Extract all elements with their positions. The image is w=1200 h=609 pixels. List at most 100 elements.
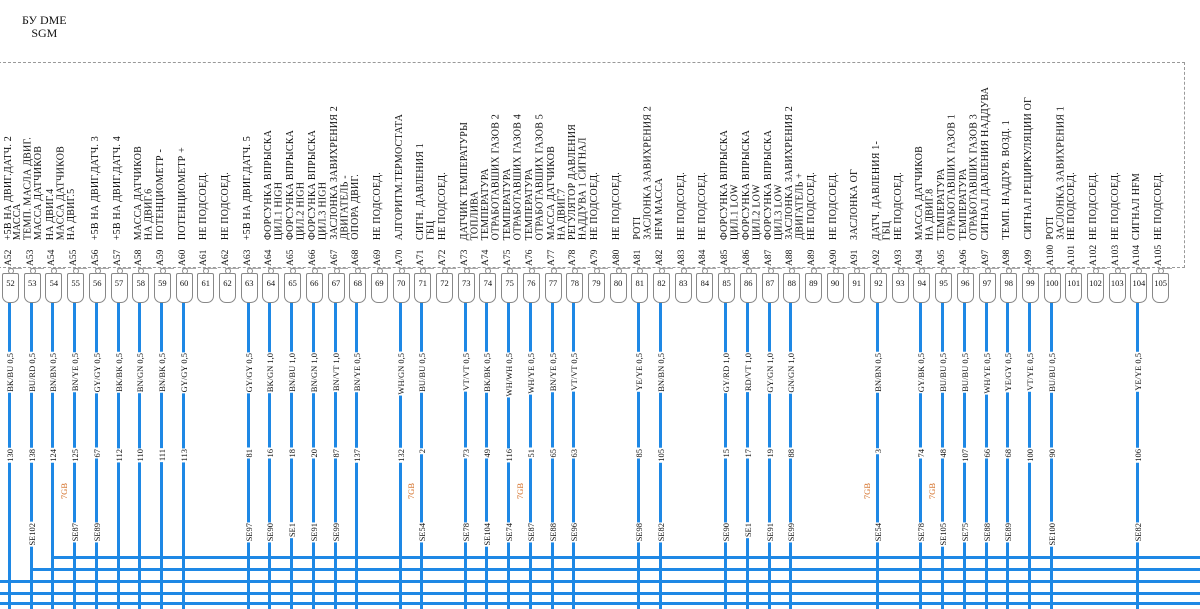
pin-ring-icon bbox=[442, 268, 448, 274]
connector-pin[interactable]: 90 bbox=[826, 268, 844, 303]
connector-pin[interactable]: 63 bbox=[240, 268, 258, 303]
connector-pin[interactable]: 91 bbox=[848, 268, 866, 303]
connector-pin[interactable]: 94 bbox=[913, 268, 931, 303]
pin-id-label: A54 bbox=[47, 249, 58, 266]
connector-pin[interactable]: 52 bbox=[2, 268, 19, 303]
connector-pin[interactable]: 73 bbox=[457, 268, 475, 303]
connector-pin[interactable]: 88 bbox=[783, 268, 801, 303]
connector-pin[interactable]: 96 bbox=[956, 268, 974, 303]
pin-hook-line bbox=[8, 268, 22, 269]
connector-pin[interactable]: 104 bbox=[1130, 268, 1148, 303]
connector-pin[interactable]: 69 bbox=[370, 268, 388, 303]
pin-id-label: A75 bbox=[503, 249, 514, 266]
connector-pin[interactable]: 84 bbox=[696, 268, 714, 303]
connector-pin[interactable]: 95 bbox=[935, 268, 953, 303]
connector-pin[interactable]: 68 bbox=[349, 268, 367, 303]
pin-hook-line bbox=[159, 268, 174, 269]
pin-function-label: МАССА ТЕМП. МАСЛА ДВИГ. МАССА ДАТЧИКОВ bbox=[11, 136, 44, 240]
splice-label: SE82 bbox=[656, 522, 666, 543]
connector-pin[interactable]: 66 bbox=[305, 268, 323, 303]
connector-pin[interactable]: 65 bbox=[284, 268, 302, 303]
connector-pin[interactable]: 97 bbox=[978, 268, 996, 303]
pin-hook-line bbox=[1114, 268, 1129, 269]
connector-pin[interactable]: 92 bbox=[870, 268, 887, 303]
wire-number-label: 68 bbox=[1003, 448, 1014, 459]
connector-pin[interactable]: 53 bbox=[23, 268, 41, 303]
pin-id-label: A99 bbox=[1023, 249, 1034, 266]
pin-number: 69 bbox=[375, 278, 384, 288]
connector-pin[interactable]: 102 bbox=[1087, 268, 1104, 303]
connector-pin[interactable]: 58 bbox=[132, 268, 150, 303]
pin-number: 87 bbox=[765, 278, 775, 288]
splice-label: SE1 bbox=[287, 522, 298, 539]
pin-function-label: НЕ ПОДСОЕД. bbox=[610, 171, 622, 240]
pin-ring-icon bbox=[485, 268, 492, 274]
splice-label: SE89 bbox=[91, 522, 102, 543]
connector-pin[interactable]: 64 bbox=[262, 268, 280, 303]
wire-color-label: GY/GY 0,5 bbox=[243, 352, 254, 394]
connector-pin[interactable]: 100 bbox=[1043, 268, 1061, 303]
connector-pin[interactable]: 89 bbox=[804, 268, 822, 303]
pin-ring-icon bbox=[637, 268, 644, 274]
pin-function-label: ЗАСЛОНКА ЗАВИХРЕНИЯ 2 ДВИГАТЕЛЬ + bbox=[784, 106, 806, 240]
connector-pin[interactable]: 76 bbox=[522, 268, 540, 303]
connector-pin[interactable]: 71 bbox=[414, 268, 432, 303]
connector-pin[interactable]: 86 bbox=[739, 268, 757, 303]
connector-pin[interactable]: 105 bbox=[1152, 268, 1170, 303]
wire-number-label: 63 bbox=[569, 448, 580, 459]
connector-pin[interactable]: 54 bbox=[45, 268, 63, 303]
pin-ring-icon bbox=[832, 268, 839, 274]
wire-color-label: VT/VT 0,5 bbox=[569, 352, 580, 392]
connector-pin[interactable]: 81 bbox=[631, 268, 649, 303]
connector-pin[interactable]: 60 bbox=[175, 268, 193, 303]
connector-pin[interactable]: 101 bbox=[1065, 268, 1083, 303]
connector-pin[interactable]: 83 bbox=[674, 268, 692, 303]
pin-function-label: ФОРСУНКА ВПРЫСКА ЦИЛ.2 HIGH bbox=[285, 129, 307, 240]
pin-function-label: ТЕМП. НАДДУВ. ВОЗД. 1 bbox=[1001, 120, 1013, 240]
pin-function-label: НЕ ПОДСОЕД. bbox=[892, 171, 904, 240]
pin-id-label: A89 bbox=[806, 249, 817, 266]
connector-pin[interactable]: 79 bbox=[587, 268, 605, 303]
connector-pin[interactable]: 74 bbox=[479, 268, 497, 303]
pin-hook-line bbox=[876, 268, 890, 269]
pin-ring-icon bbox=[268, 268, 275, 274]
connector-pin[interactable]: 78 bbox=[566, 268, 584, 303]
connector-pin[interactable]: 87 bbox=[761, 268, 779, 303]
connector-pin[interactable]: 82 bbox=[653, 268, 670, 303]
pin-hook-line bbox=[680, 268, 695, 269]
connector-pin[interactable]: 55 bbox=[67, 268, 85, 303]
pin-hook-line bbox=[810, 268, 825, 269]
wire-number-label: 137 bbox=[352, 448, 363, 463]
splice-label: SE104 bbox=[482, 522, 493, 547]
connector-pin[interactable]: 56 bbox=[88, 268, 106, 303]
connector-pin[interactable]: 75 bbox=[501, 268, 519, 303]
pin-hook-line bbox=[984, 268, 999, 269]
connector-pin[interactable]: 103 bbox=[1108, 268, 1126, 303]
pin-hook-line bbox=[593, 268, 608, 269]
connector-pin[interactable]: 99 bbox=[1021, 268, 1039, 303]
connector-pin[interactable]: 72 bbox=[436, 268, 453, 303]
connector-pin[interactable]: 62 bbox=[219, 268, 236, 303]
pin-ring-icon bbox=[659, 268, 665, 274]
pin-ring-icon bbox=[919, 268, 926, 274]
connector-pin[interactable]: 98 bbox=[1000, 268, 1018, 303]
connector-pin[interactable]: 93 bbox=[891, 268, 909, 303]
pin-hook-line bbox=[225, 268, 239, 269]
connector-pin[interactable]: 80 bbox=[609, 268, 627, 303]
wire-number-label: 3 bbox=[873, 448, 883, 455]
connector-pin[interactable]: 67 bbox=[327, 268, 345, 303]
pin-function-label: НЕ ПОДСОЕД. bbox=[1088, 171, 1099, 240]
pin-hook-line bbox=[73, 268, 88, 269]
pin-ring-icon bbox=[767, 268, 774, 274]
connector-pin[interactable]: 57 bbox=[110, 268, 128, 303]
pin-id-label: A94 bbox=[915, 249, 926, 266]
connector-pin[interactable]: 70 bbox=[392, 268, 410, 303]
connector-pin[interactable]: 59 bbox=[153, 268, 171, 303]
connector-pin[interactable]: 77 bbox=[544, 268, 562, 303]
pin-function-label: СИГНАЛ РЕЦИРКУЛЯЦИИ ОГ bbox=[1022, 97, 1034, 240]
connector-pin[interactable]: 61 bbox=[197, 268, 215, 303]
wire-color-label: VT/VT 0,5 bbox=[460, 352, 471, 392]
pin-hook-line bbox=[463, 268, 478, 269]
connector-pin[interactable]: 85 bbox=[718, 268, 736, 303]
wire-number-label: 19 bbox=[764, 448, 775, 459]
